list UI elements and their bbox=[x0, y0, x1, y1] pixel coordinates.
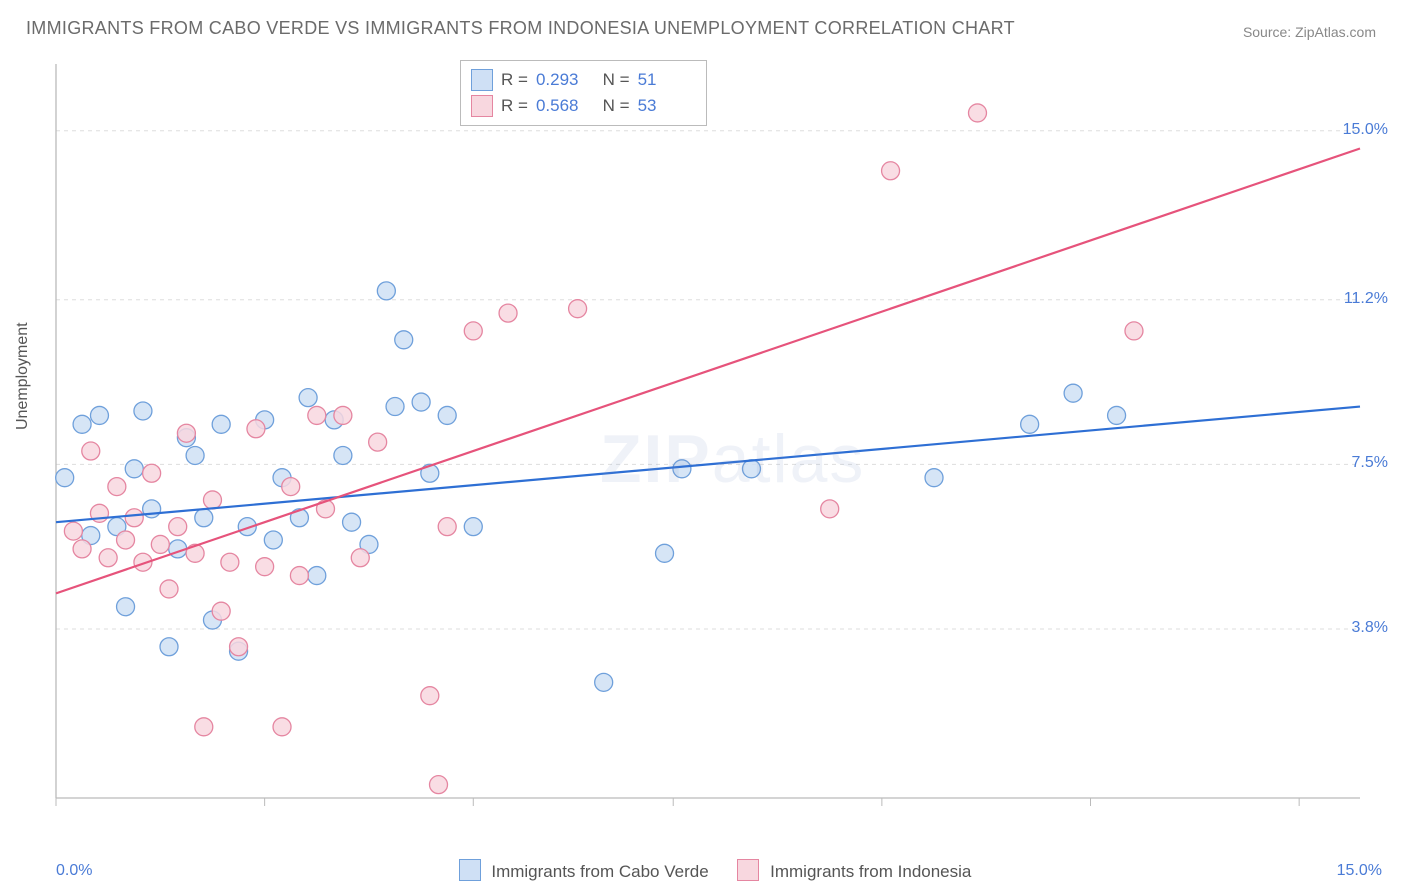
bottom-legend: Immigrants from Cabo Verde Immigrants fr… bbox=[0, 859, 1406, 882]
legend-n-value-2: 53 bbox=[638, 93, 692, 119]
legend-swatch-2 bbox=[471, 95, 493, 117]
legend-n-value-1: 51 bbox=[638, 67, 692, 93]
legend-r-value-1: 0.293 bbox=[536, 67, 590, 93]
y-tick-label: 3.8% bbox=[1352, 619, 1388, 637]
correlation-legend-box: R = 0.293 N = 51 R = 0.568 N = 53 bbox=[460, 60, 707, 126]
bottom-legend-label-2: Immigrants from Indonesia bbox=[770, 862, 971, 881]
chart-title: IMMIGRANTS FROM CABO VERDE VS IMMIGRANTS… bbox=[26, 18, 1015, 39]
y-tick-label: 11.2% bbox=[1344, 290, 1388, 308]
bottom-swatch-2 bbox=[737, 859, 759, 881]
legend-r-label-1: R = bbox=[501, 67, 528, 93]
source-attribution: Source: ZipAtlas.com bbox=[1243, 24, 1376, 40]
y-tick-label: 7.5% bbox=[1352, 454, 1388, 472]
legend-n-label-1: N = bbox=[598, 67, 630, 93]
y-tick-label: 15.0% bbox=[1343, 121, 1388, 139]
legend-r-label-2: R = bbox=[501, 93, 528, 119]
legend-r-value-2: 0.568 bbox=[536, 93, 590, 119]
legend-swatch-1 bbox=[471, 69, 493, 91]
chart-plot-area bbox=[50, 58, 1370, 828]
y-axis-label: Unemployment bbox=[14, 322, 32, 430]
bottom-swatch-1 bbox=[459, 859, 481, 881]
bottom-legend-label-1: Immigrants from Cabo Verde bbox=[491, 862, 708, 881]
legend-row-2: R = 0.568 N = 53 bbox=[471, 93, 692, 119]
legend-n-label-2: N = bbox=[598, 93, 630, 119]
chart-svg bbox=[50, 58, 1370, 828]
legend-row-1: R = 0.293 N = 51 bbox=[471, 67, 692, 93]
